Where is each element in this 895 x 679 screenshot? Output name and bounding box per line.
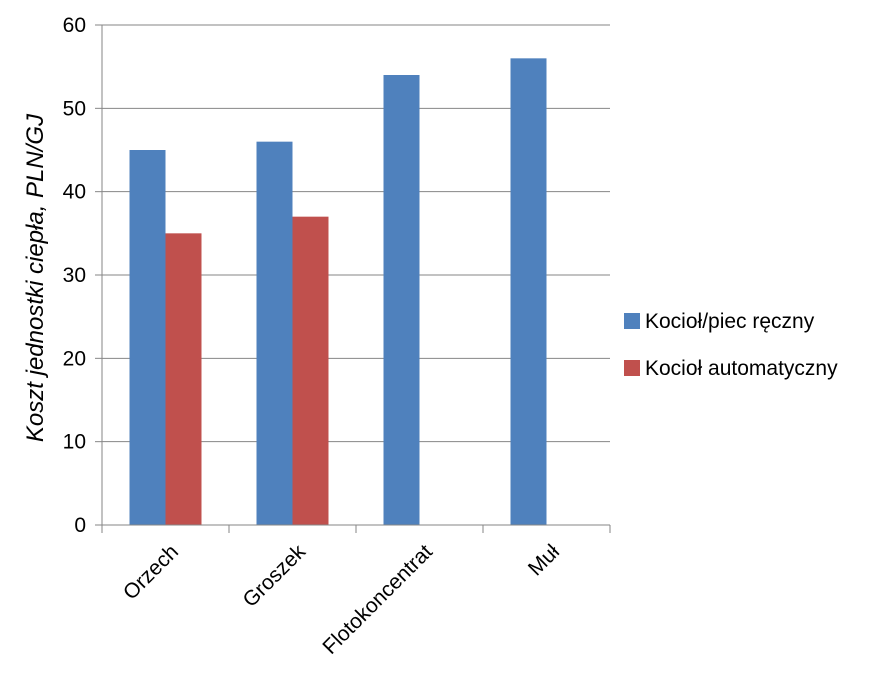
y-tick-label: 10 [63, 431, 86, 454]
y-tick-label: 20 [63, 347, 86, 370]
x-tick-label: Groszek [238, 540, 310, 612]
legend-label: Kocioł automatyczny [645, 357, 838, 380]
y-tick-label: 40 [63, 181, 86, 204]
legend-label: Kocioł/piec ręczny [645, 310, 815, 333]
bar-manual-0 [129, 150, 166, 525]
legend: Kocioł/piec ręczny Kocioł automatyczny [624, 310, 838, 380]
x-tick-labels: Orzech Groszek Flotokoncentrat Muł [119, 540, 564, 659]
x-tick-label: Muł [524, 540, 564, 580]
bars [129, 58, 547, 526]
bar-automatic-1 [292, 216, 329, 525]
y-tick-label: 60 [63, 14, 86, 37]
bar-manual-2 [383, 75, 420, 525]
legend-swatch [624, 313, 640, 329]
y-tick-label: 50 [63, 97, 86, 120]
bar-automatic-0 [165, 233, 202, 526]
x-tick-label: Orzech [119, 540, 183, 604]
axes [95, 24, 611, 533]
legend-swatch [624, 360, 640, 376]
y-tick-label: 30 [63, 264, 86, 287]
y-tick-labels: 0 10 20 30 40 50 60 [63, 14, 86, 537]
y-axis-title: Koszt jednostki ciepła, PLN/GJ [22, 113, 49, 442]
bar-manual-1 [256, 141, 293, 525]
bar-manual-3 [510, 58, 547, 525]
x-tick-label: Flotokoncentrat [318, 540, 437, 659]
y-tick-label: 0 [74, 514, 86, 537]
